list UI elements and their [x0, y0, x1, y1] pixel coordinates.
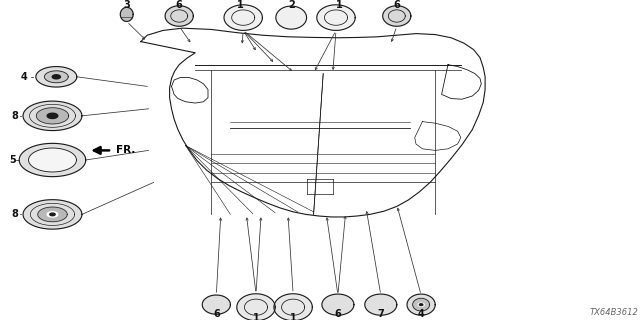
Text: 1: 1 — [336, 0, 342, 11]
Polygon shape — [407, 294, 435, 315]
Polygon shape — [120, 7, 133, 21]
Text: 4: 4 — [418, 309, 424, 319]
Polygon shape — [276, 6, 307, 29]
Polygon shape — [44, 71, 68, 83]
Polygon shape — [36, 67, 77, 87]
Circle shape — [52, 75, 60, 79]
Text: TX64B3612: TX64B3612 — [590, 308, 639, 317]
Text: 6: 6 — [176, 0, 182, 11]
Polygon shape — [413, 298, 429, 311]
Text: 6: 6 — [213, 309, 220, 319]
Text: 6: 6 — [335, 309, 341, 319]
Polygon shape — [36, 108, 68, 124]
Polygon shape — [29, 148, 76, 172]
Text: 6: 6 — [394, 0, 400, 11]
Polygon shape — [165, 6, 193, 26]
Polygon shape — [365, 294, 397, 315]
Circle shape — [418, 303, 424, 306]
Text: 5: 5 — [9, 155, 16, 165]
Circle shape — [47, 113, 58, 118]
Text: 7: 7 — [378, 309, 384, 319]
Polygon shape — [274, 294, 312, 320]
Polygon shape — [23, 200, 82, 229]
Circle shape — [419, 304, 423, 306]
Text: 8: 8 — [11, 111, 18, 121]
Polygon shape — [224, 5, 262, 30]
Text: 3: 3 — [124, 0, 130, 11]
Circle shape — [50, 213, 55, 216]
Text: 8: 8 — [11, 209, 18, 220]
Polygon shape — [383, 6, 411, 26]
Text: 1: 1 — [290, 313, 296, 320]
Polygon shape — [317, 5, 355, 30]
Text: FR.: FR. — [116, 145, 136, 156]
Text: 4: 4 — [20, 72, 28, 82]
Circle shape — [47, 212, 58, 217]
Polygon shape — [237, 294, 275, 320]
Polygon shape — [202, 295, 230, 314]
Text: 1: 1 — [237, 0, 243, 11]
Polygon shape — [38, 207, 67, 222]
Text: 2: 2 — [288, 0, 294, 11]
Polygon shape — [322, 294, 354, 315]
Polygon shape — [23, 101, 82, 131]
Polygon shape — [19, 143, 86, 177]
Text: 1: 1 — [253, 313, 259, 320]
